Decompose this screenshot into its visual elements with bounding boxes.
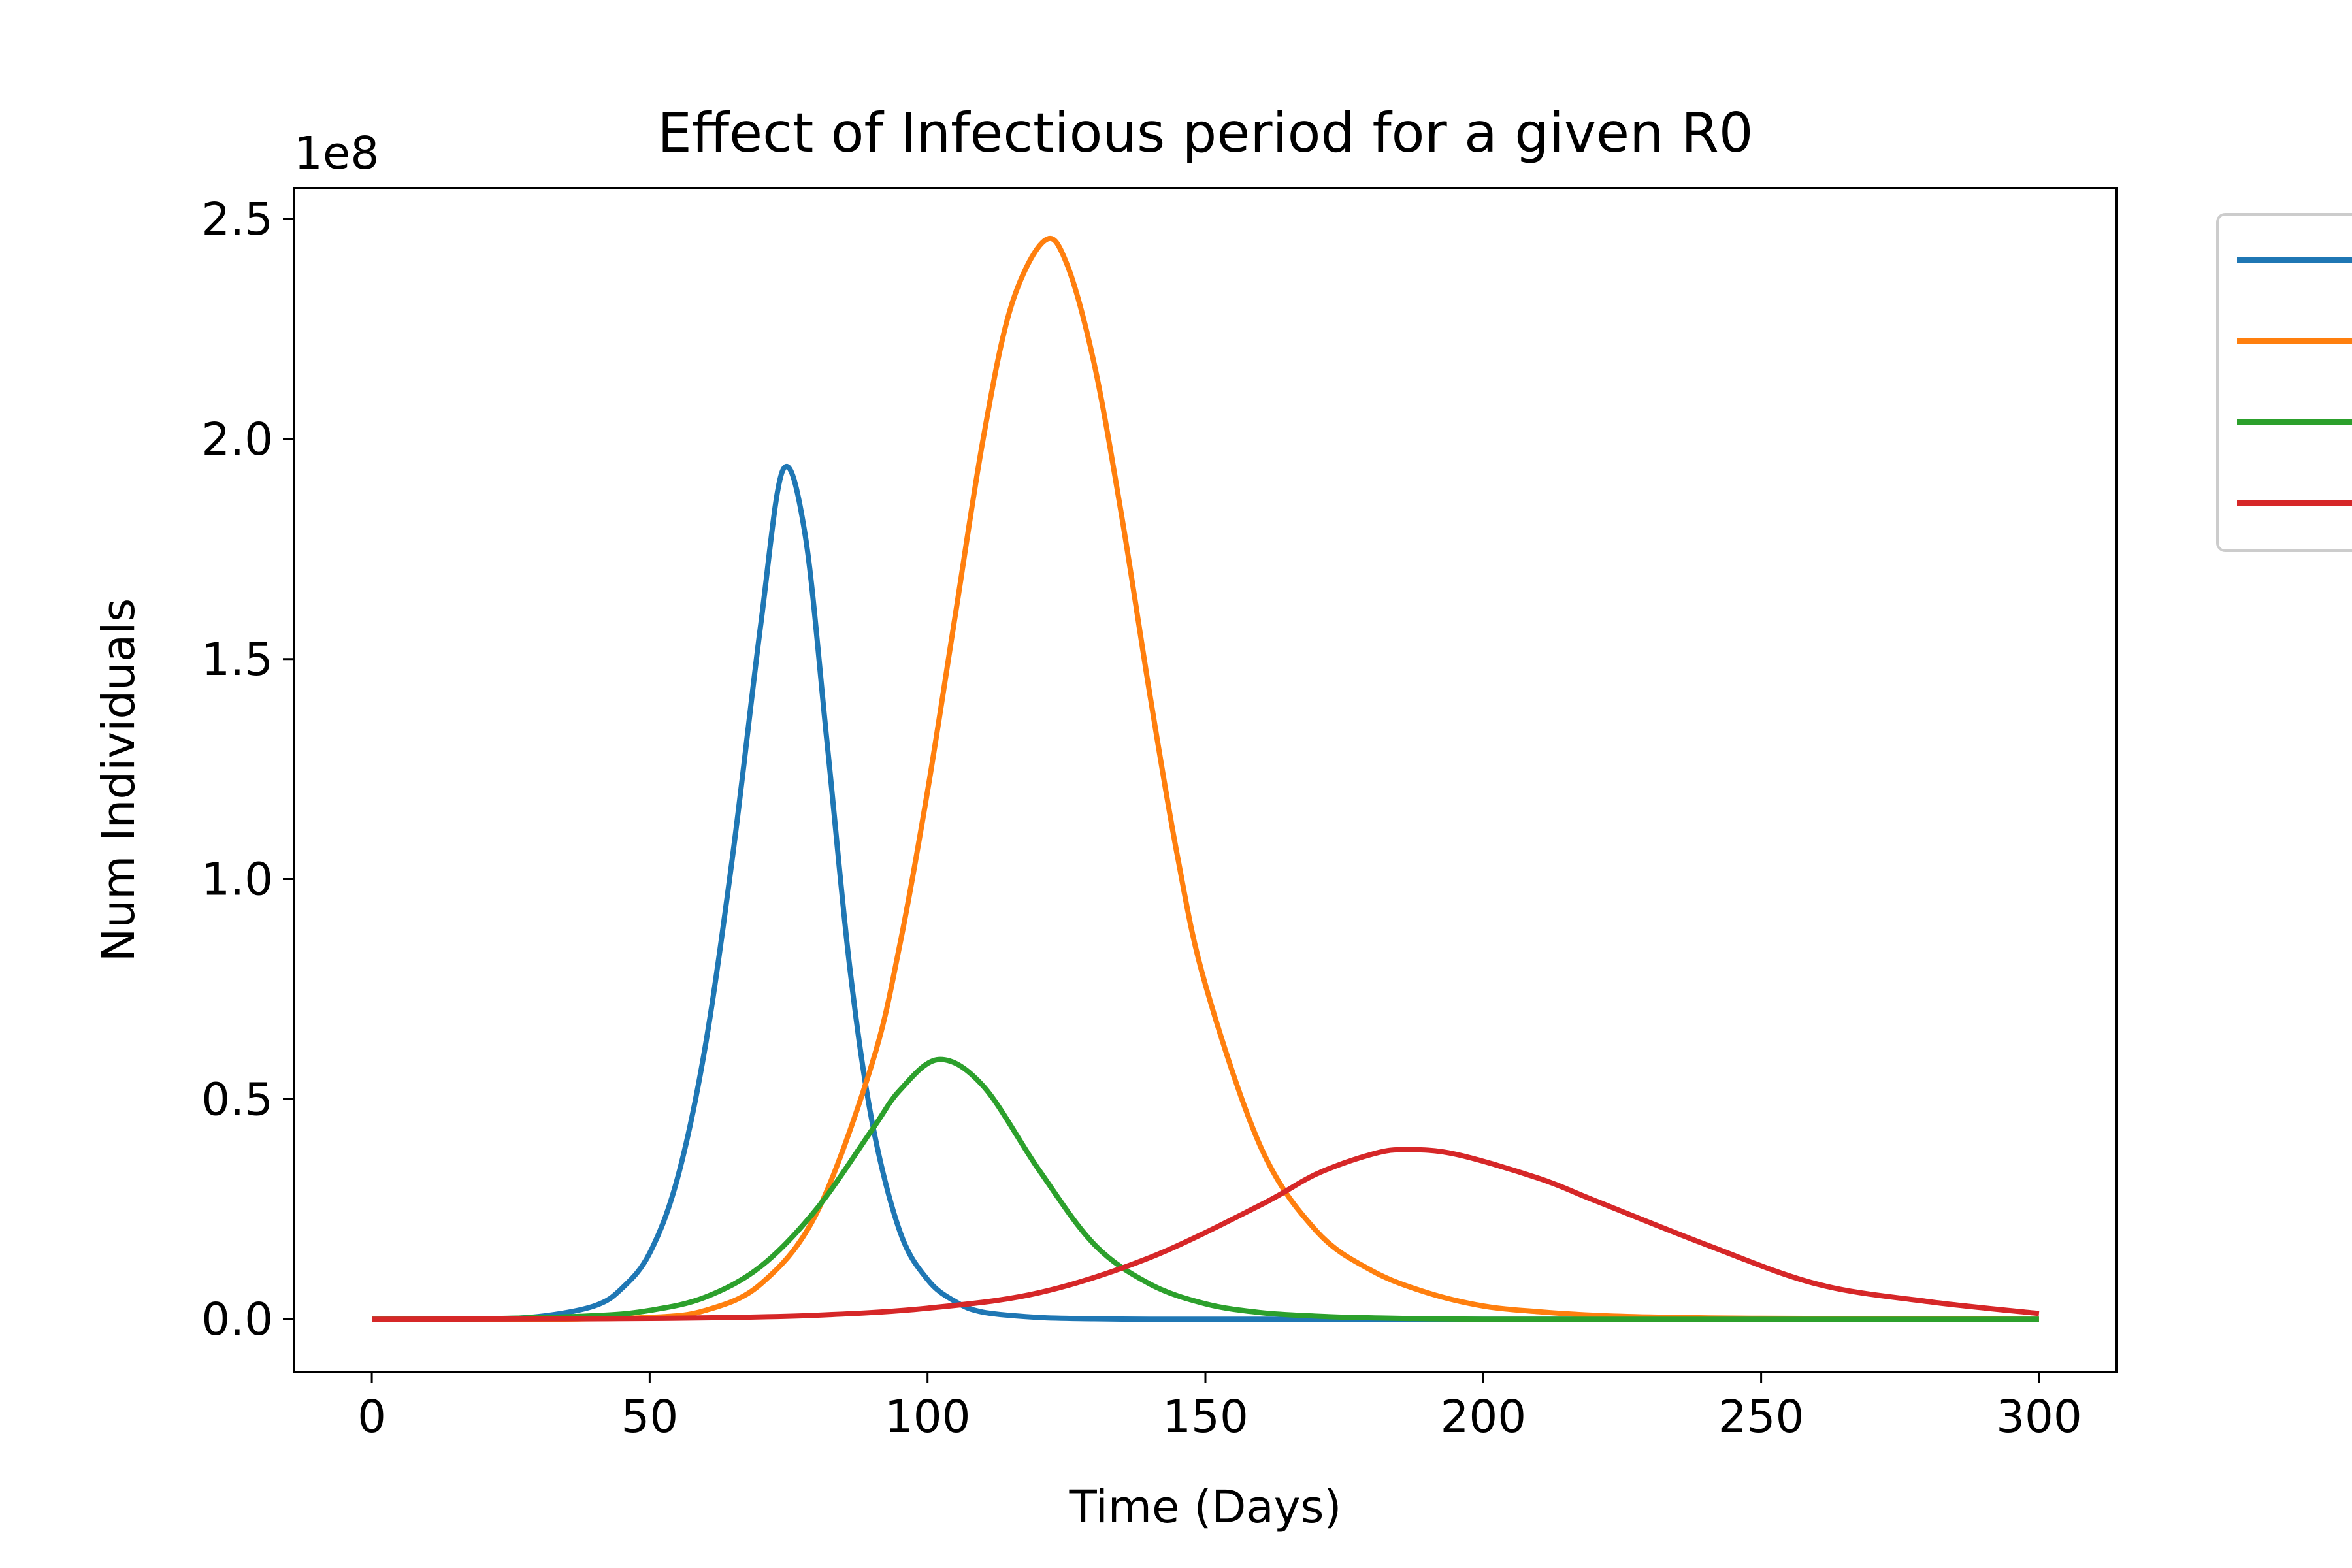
x-tick-label: 100 (885, 1391, 971, 1443)
x-tick-label: 150 (1162, 1391, 1249, 1443)
series-layer (372, 235, 2040, 1322)
series-line-2 (372, 235, 2039, 1322)
x-tick-label: 200 (1440, 1391, 1526, 1443)
x-axis-label: Time (Days) (1069, 1481, 1342, 1533)
x-tick-label: 250 (1718, 1391, 1805, 1443)
series-line-4 (372, 1147, 2040, 1322)
y-tick-label: 0.0 (201, 1294, 273, 1346)
x-tick-label: 50 (621, 1391, 678, 1443)
y-axis-label: Num Individuals (93, 598, 145, 962)
y-tick-label: 2.0 (201, 414, 273, 466)
chart-title: Effect of Infectious period for a given … (657, 101, 1753, 165)
legend-box (2216, 213, 2352, 552)
y-tick-label: 1.5 (201, 634, 273, 686)
x-tick-label: 300 (1996, 1391, 2082, 1443)
legend-items (2237, 257, 2352, 506)
y-axis: 0.0 0.5 1.0 1.5 2.0 2.5 (201, 193, 294, 1346)
y-tick-label: 1.0 (201, 854, 273, 906)
x-tick-label: 0 (357, 1391, 386, 1443)
legend (2216, 213, 2352, 552)
y-offset-label: 1e8 (294, 127, 379, 180)
y-tick-label: 0.5 (201, 1073, 273, 1126)
series-line-3 (372, 1056, 2039, 1322)
series-line-1 (372, 463, 2039, 1322)
y-tick-label: 2.5 (201, 193, 273, 246)
x-axis: 0 50 100 150 200 250 300 (357, 1372, 2082, 1443)
